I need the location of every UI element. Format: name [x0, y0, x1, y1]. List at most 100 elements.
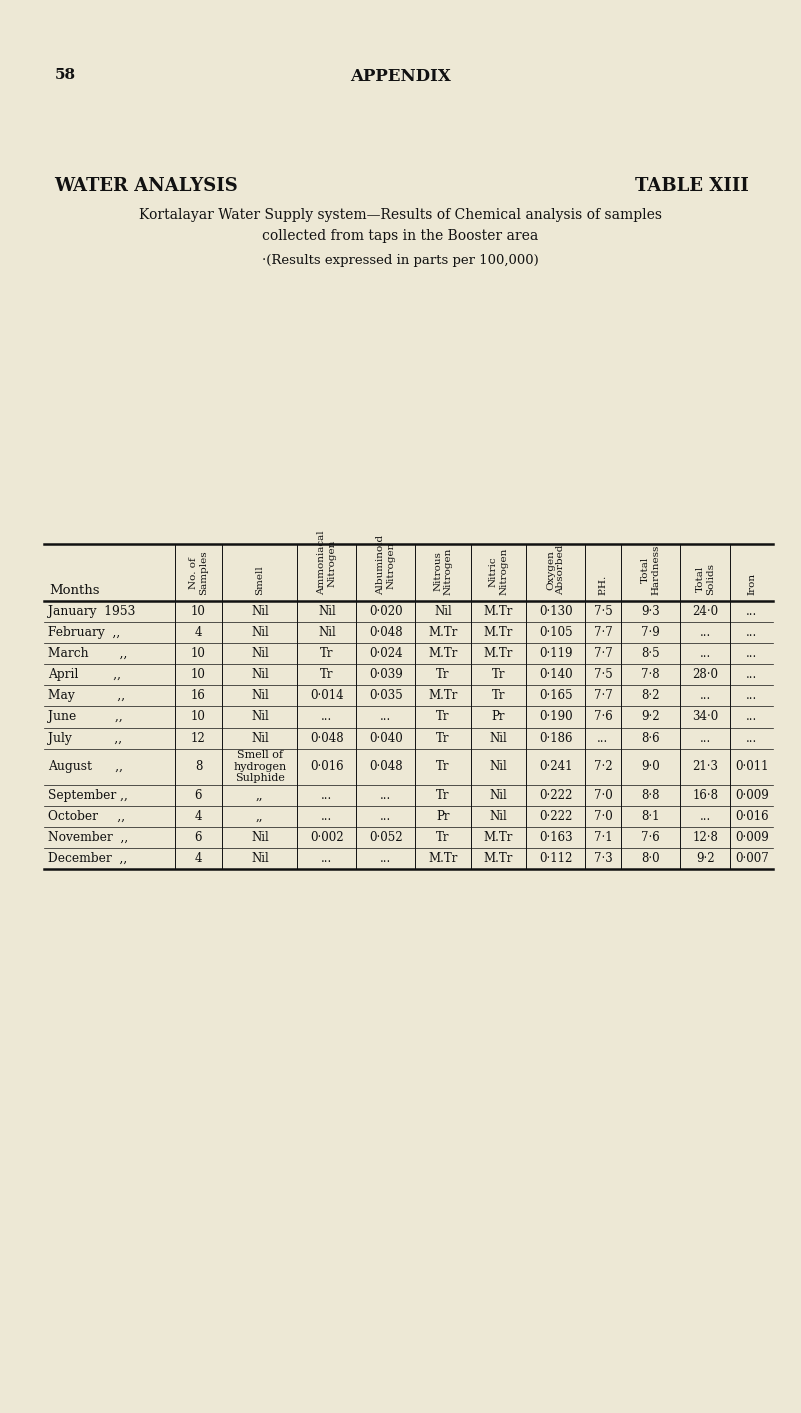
Text: 8: 8	[195, 760, 202, 773]
Text: 0·140: 0·140	[539, 668, 573, 681]
Text: 7·7: 7·7	[594, 690, 613, 702]
Text: Tr: Tr	[320, 668, 333, 681]
Text: Nil: Nil	[251, 852, 268, 865]
Text: 7·7: 7·7	[594, 647, 613, 660]
Text: Smell: Smell	[256, 565, 264, 595]
Text: TABLE XIII: TABLE XIII	[635, 177, 749, 195]
Text: 0·039: 0·039	[368, 668, 403, 681]
Text: 9·0: 9·0	[641, 760, 660, 773]
Text: collected from taps in the Booster area: collected from taps in the Booster area	[263, 229, 538, 243]
Text: 0·035: 0·035	[368, 690, 403, 702]
Text: 34·0: 34·0	[692, 711, 718, 723]
Text: August      ,,: August ,,	[48, 760, 123, 773]
Text: Tr: Tr	[436, 711, 449, 723]
Text: December  ,,: December ,,	[48, 852, 127, 865]
Text: ...: ...	[746, 626, 757, 639]
Text: September ,,: September ,,	[48, 788, 128, 801]
Text: March        ,,: March ,,	[48, 647, 127, 660]
Text: Tr: Tr	[492, 690, 505, 702]
Text: 4: 4	[195, 626, 202, 639]
Text: 0·009: 0·009	[735, 788, 769, 801]
Text: ...: ...	[321, 852, 332, 865]
Text: Nil: Nil	[251, 647, 268, 660]
Text: Tr: Tr	[436, 788, 449, 801]
Text: 0·048: 0·048	[368, 626, 402, 639]
Text: 0·016: 0·016	[735, 810, 768, 822]
Text: ...: ...	[699, 647, 710, 660]
Text: 0·040: 0·040	[368, 732, 403, 745]
Text: Tr: Tr	[436, 668, 449, 681]
Text: 9·3: 9·3	[641, 605, 660, 617]
Text: Nil: Nil	[251, 668, 268, 681]
Text: 8·2: 8·2	[641, 690, 660, 702]
Text: 7·8: 7·8	[641, 668, 660, 681]
Text: July           ,,: July ,,	[48, 732, 123, 745]
Text: ...: ...	[746, 668, 757, 681]
Text: 0·119: 0·119	[539, 647, 573, 660]
Text: M.Tr: M.Tr	[429, 626, 457, 639]
Text: M.Tr: M.Tr	[484, 852, 513, 865]
Text: 0·222: 0·222	[539, 810, 572, 822]
Text: M.Tr: M.Tr	[429, 690, 457, 702]
Text: 6: 6	[195, 788, 202, 801]
Text: 7·0: 7·0	[594, 788, 613, 801]
Text: Tr: Tr	[436, 760, 449, 773]
Text: ...: ...	[699, 690, 710, 702]
Text: 10: 10	[191, 711, 206, 723]
Text: 0·241: 0·241	[539, 760, 573, 773]
Text: February  ,,: February ,,	[48, 626, 120, 639]
Text: 9·2: 9·2	[696, 852, 714, 865]
Text: 0·165: 0·165	[539, 690, 573, 702]
Text: Pr: Pr	[436, 810, 449, 822]
Text: 0·130: 0·130	[539, 605, 573, 617]
Text: 0·009: 0·009	[735, 831, 769, 844]
Text: 8·5: 8·5	[641, 647, 660, 660]
Text: Nil: Nil	[434, 605, 452, 617]
Text: Nil: Nil	[489, 732, 507, 745]
Text: 7·1: 7·1	[594, 831, 612, 844]
Text: ...: ...	[380, 711, 391, 723]
Text: M.Tr: M.Tr	[429, 852, 457, 865]
Text: 0·163: 0·163	[539, 831, 573, 844]
Text: Pr: Pr	[492, 711, 505, 723]
Text: P.H.: P.H.	[598, 575, 607, 595]
Text: 7·0: 7·0	[594, 810, 613, 822]
Text: Nil: Nil	[251, 711, 268, 723]
Text: M.Tr: M.Tr	[484, 626, 513, 639]
Text: Albuminoid
Nitrogen: Albuminoid Nitrogen	[376, 536, 396, 595]
Text: ...: ...	[380, 852, 391, 865]
Text: ·(Results expressed in parts per 100,000): ·(Results expressed in parts per 100,000…	[262, 254, 539, 267]
Text: Nitric
Nitrogen: Nitric Nitrogen	[489, 548, 508, 595]
Text: November  ,,: November ,,	[48, 831, 128, 844]
Text: 28·0: 28·0	[692, 668, 718, 681]
Text: 0·105: 0·105	[539, 626, 573, 639]
Text: ...: ...	[321, 711, 332, 723]
Text: M.Tr: M.Tr	[429, 647, 457, 660]
Text: ...: ...	[321, 810, 332, 822]
Text: 12: 12	[191, 732, 206, 745]
Text: 8·8: 8·8	[641, 788, 660, 801]
Text: M.Tr: M.Tr	[484, 831, 513, 844]
Text: 0·052: 0·052	[368, 831, 402, 844]
Text: Months: Months	[49, 584, 99, 598]
Text: ,,: ,,	[256, 788, 264, 801]
Text: 21·3: 21·3	[692, 760, 718, 773]
Text: ...: ...	[380, 788, 391, 801]
Text: ...: ...	[699, 626, 710, 639]
Text: ...: ...	[746, 690, 757, 702]
Text: 24·0: 24·0	[692, 605, 718, 617]
Text: WATER ANALYSIS: WATER ANALYSIS	[54, 177, 238, 195]
Text: 0·048: 0·048	[368, 760, 402, 773]
Text: Ammoniacal
Nitrogen: Ammoniacal Nitrogen	[317, 531, 336, 595]
Text: 9·2: 9·2	[641, 711, 660, 723]
Text: 0·024: 0·024	[368, 647, 402, 660]
Text: Nil: Nil	[318, 605, 336, 617]
Text: 0·112: 0·112	[539, 852, 572, 865]
Text: 7·6: 7·6	[594, 711, 613, 723]
Text: Iron: Iron	[747, 574, 756, 595]
Text: ...: ...	[321, 788, 332, 801]
Text: 0·011: 0·011	[735, 760, 768, 773]
Text: 16·8: 16·8	[692, 788, 718, 801]
Text: 0·222: 0·222	[539, 788, 572, 801]
Text: 7·2: 7·2	[594, 760, 612, 773]
